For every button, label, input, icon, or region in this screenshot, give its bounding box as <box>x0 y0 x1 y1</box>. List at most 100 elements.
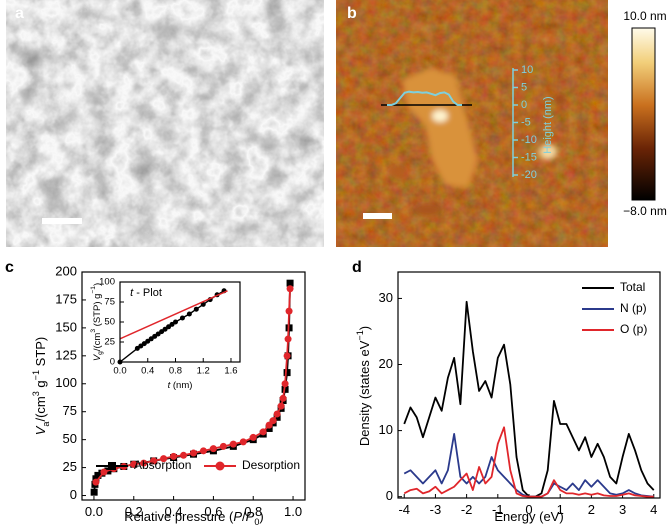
marker <box>92 478 100 486</box>
y-tick-label: 100 <box>99 277 115 288</box>
y-tick-label: 25 <box>104 337 115 348</box>
x-tick-label: 3 <box>619 502 626 517</box>
y-axis-label-part: −1 <box>355 330 365 340</box>
x-tick-label: 0.4 <box>165 504 183 519</box>
panel-label: b <box>347 5 357 22</box>
marker <box>179 315 185 321</box>
y-tick-label: 50 <box>63 431 77 446</box>
marker <box>219 442 227 450</box>
panel-label: d <box>352 259 362 276</box>
marker <box>281 380 289 388</box>
x-tick-label: 4 <box>650 502 657 517</box>
afm-image <box>336 0 608 247</box>
y-tick-label: 10 <box>379 422 393 437</box>
legend-label: Total <box>620 280 645 294</box>
x-axis-label-part: (nm) <box>170 380 192 391</box>
series-line <box>119 290 228 340</box>
y-axis-label-part: Density (states eV <box>357 340 372 446</box>
plot-frame <box>397 271 661 499</box>
marker <box>193 306 199 312</box>
x-tick-label: 1.6 <box>224 366 237 377</box>
x-tick-label: 0.0 <box>113 366 126 377</box>
marker <box>283 352 291 360</box>
y-tick-label: 0 <box>70 487 77 502</box>
legend-label: O (p) <box>620 322 647 336</box>
y-axis-label-part: /(cm <box>92 333 103 352</box>
marker <box>286 285 294 293</box>
y-axis-label-part: −1 <box>90 286 97 294</box>
x-tick-label: -4 <box>398 502 410 517</box>
height-tick-label: 0 <box>521 99 527 111</box>
marker <box>170 452 178 460</box>
marker <box>265 421 273 429</box>
y-tick-label: 25 <box>63 459 77 474</box>
legend-label: N (p) <box>620 301 647 315</box>
plot-frame <box>119 281 241 363</box>
marker <box>229 440 237 448</box>
x-axis-label-part: P <box>233 509 242 524</box>
marker <box>269 417 277 425</box>
scale-bar <box>363 213 392 219</box>
x-axis-label-part: ) <box>259 509 263 524</box>
legend-marker <box>215 461 225 471</box>
y-axis-label-part: (STP) g <box>92 294 103 329</box>
x-tick-label: -1 <box>492 502 504 517</box>
legend-label: Absorption <box>134 458 191 472</box>
y-axis-label-part: g <box>33 380 48 391</box>
x-tick-label: 0.0 <box>85 504 103 519</box>
x-tick-label: 0.8 <box>244 504 262 519</box>
marker <box>285 307 293 315</box>
marker <box>200 301 206 307</box>
y-tick-label: 20 <box>379 356 393 371</box>
y-axis-label-part: ) <box>92 283 103 286</box>
y-axis-label-part: −1 <box>31 370 41 380</box>
marker <box>199 447 207 455</box>
colorbar <box>631 27 656 201</box>
series-line <box>95 288 291 483</box>
y-tick-label: 125 <box>55 347 77 362</box>
marker <box>286 279 294 287</box>
chart-title-part: - Plot <box>133 287 162 299</box>
panel-label: c <box>5 259 14 276</box>
y-axis-label: Density (states eV−1) <box>355 326 372 446</box>
marker <box>140 459 148 467</box>
x-tick-label: 0.8 <box>169 366 182 377</box>
height-tick-label: 5 <box>521 81 527 93</box>
y-axis-label: Vg/(cm3 (STP) g−1) <box>90 283 104 361</box>
y-tick-label: 175 <box>55 291 77 306</box>
height-tick-label: 10 <box>521 64 533 76</box>
y-tick-label: 30 <box>379 290 393 305</box>
colorbar-max-label: 10.0 nm <box>623 9 666 23</box>
height-axis-label: Height (nm) <box>542 96 554 153</box>
x-tick-label: 0 <box>525 502 532 517</box>
x-tick-label: -3 <box>430 502 442 517</box>
marker <box>277 402 285 410</box>
y-axis-label-part: V <box>33 425 48 435</box>
sem-image <box>6 0 324 247</box>
marker <box>284 335 292 343</box>
legend-marker <box>108 462 116 470</box>
y-tick-label: 50 <box>104 317 115 328</box>
y-tick-label: 75 <box>63 403 77 418</box>
marker <box>249 433 257 441</box>
x-axis-label-part: t <box>168 380 171 391</box>
marker <box>130 460 138 468</box>
marker <box>283 369 291 377</box>
marker <box>172 319 178 325</box>
height-tick-label: -10 <box>521 134 537 146</box>
x-tick-label: 0.6 <box>204 504 222 519</box>
y-tick-label: 100 <box>55 375 77 390</box>
x-tick-label: 0.2 <box>125 504 143 519</box>
marker <box>186 311 192 317</box>
x-tick-label: -2 <box>461 502 473 517</box>
series-line <box>403 426 654 498</box>
y-axis-label-part: ) <box>357 326 372 330</box>
colorbar-min-label: −8.0 nm <box>623 204 667 218</box>
chart-title-part: t <box>130 287 134 299</box>
y-tick-label: 0 <box>110 357 115 368</box>
plot-area <box>398 272 660 498</box>
marker <box>100 468 108 476</box>
marker <box>259 428 267 436</box>
marker <box>273 410 281 418</box>
